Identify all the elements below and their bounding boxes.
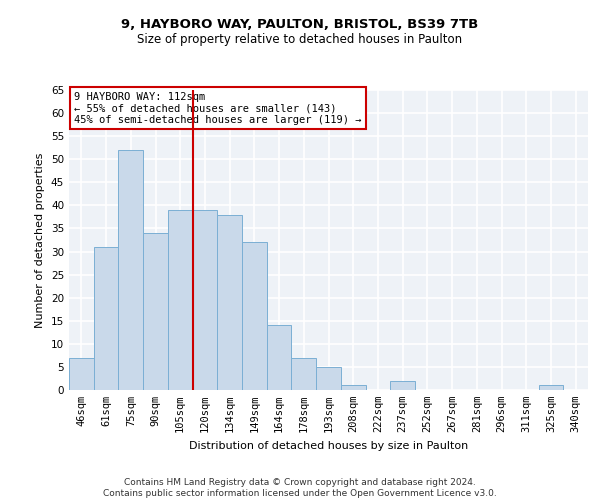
Text: 9, HAYBORO WAY, PAULTON, BRISTOL, BS39 7TB: 9, HAYBORO WAY, PAULTON, BRISTOL, BS39 7…: [121, 18, 479, 30]
Bar: [242, 242, 267, 390]
Bar: [390, 381, 415, 390]
Bar: [94, 247, 118, 390]
Bar: [341, 386, 365, 390]
Bar: [69, 358, 94, 390]
Y-axis label: Number of detached properties: Number of detached properties: [35, 152, 46, 328]
Bar: [316, 367, 341, 390]
Bar: [539, 386, 563, 390]
Bar: [143, 233, 168, 390]
Bar: [193, 210, 217, 390]
X-axis label: Distribution of detached houses by size in Paulton: Distribution of detached houses by size …: [189, 440, 468, 450]
Text: 9 HAYBORO WAY: 112sqm
← 55% of detached houses are smaller (143)
45% of semi-det: 9 HAYBORO WAY: 112sqm ← 55% of detached …: [74, 92, 362, 124]
Bar: [168, 210, 193, 390]
Bar: [292, 358, 316, 390]
Bar: [118, 150, 143, 390]
Bar: [267, 326, 292, 390]
Bar: [217, 214, 242, 390]
Text: Size of property relative to detached houses in Paulton: Size of property relative to detached ho…: [137, 32, 463, 46]
Text: Contains HM Land Registry data © Crown copyright and database right 2024.
Contai: Contains HM Land Registry data © Crown c…: [103, 478, 497, 498]
